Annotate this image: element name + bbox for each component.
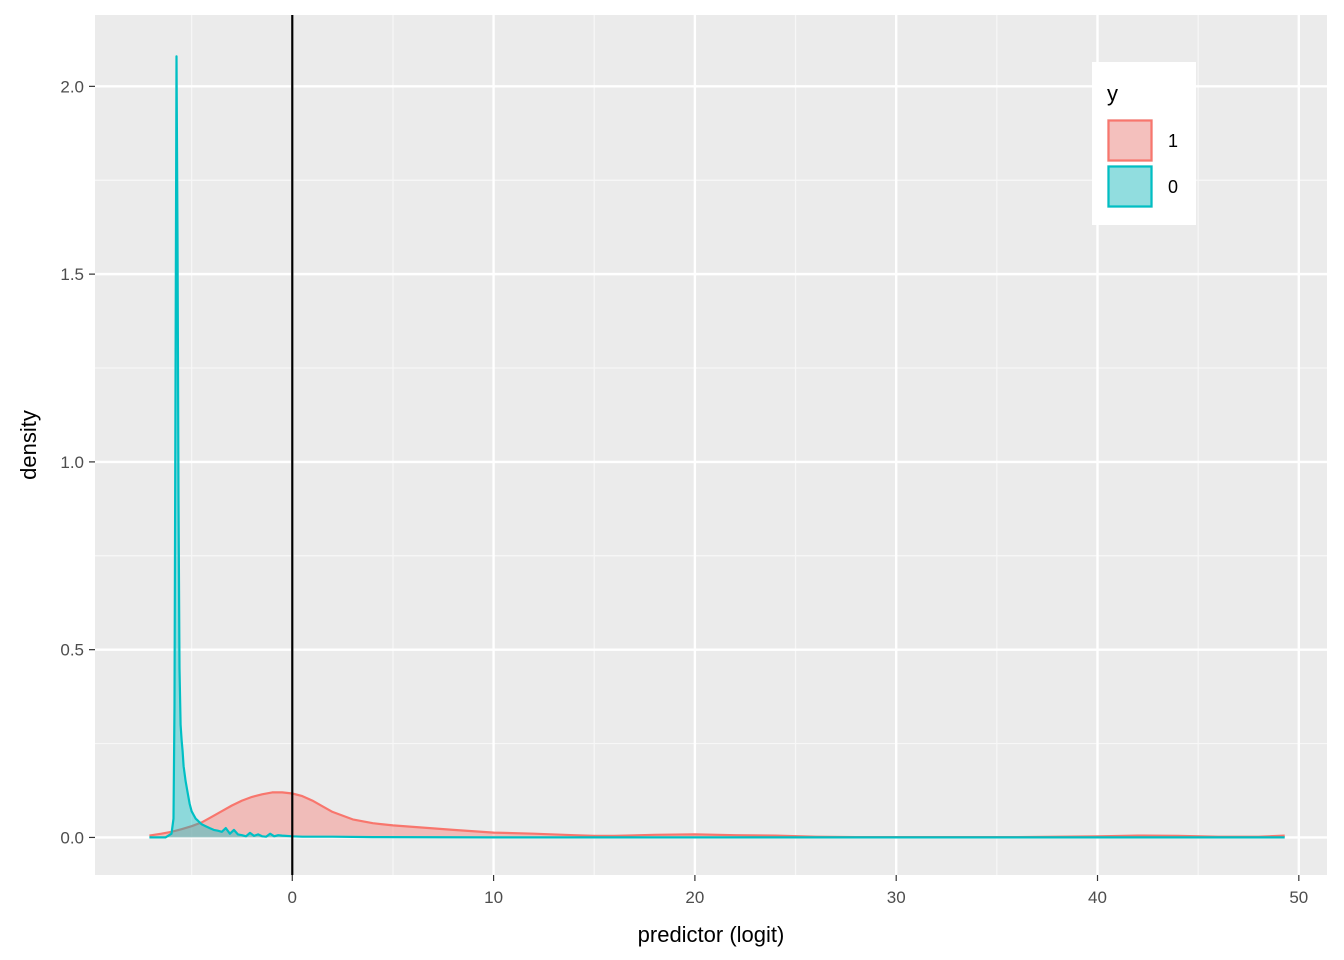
y-tick-label: 0.0 <box>60 828 84 847</box>
y-axis: 0.0 0.5 1.0 1.5 2.0 <box>60 77 95 847</box>
x-tick-label: 30 <box>887 888 906 907</box>
legend-key-swatch <box>1107 119 1153 162</box>
x-tick-label: 50 <box>1289 888 1308 907</box>
x-axis-title: predictor (logit) <box>638 922 785 947</box>
x-axis: 0 10 20 30 40 50 <box>288 875 1308 907</box>
legend-title: y <box>1107 81 1118 106</box>
density-line-series-0 <box>149 55 1285 839</box>
legend-entries: 10 <box>1107 119 1178 208</box>
y-axis-title: density <box>16 410 41 480</box>
x-tick-label: 10 <box>484 888 503 907</box>
legend-key-swatch <box>1107 165 1153 208</box>
legend-label: 0 <box>1168 177 1178 197</box>
y-tick-label: 1.0 <box>60 453 84 472</box>
y-tick-label: 2.0 <box>60 77 84 96</box>
legend-key-background <box>1107 119 1153 162</box>
y-tick-label: 1.5 <box>60 265 84 284</box>
legend-key-background <box>1107 165 1153 208</box>
legend-label: 1 <box>1168 131 1178 151</box>
x-tick-label: 40 <box>1088 888 1107 907</box>
series-layer <box>149 55 1285 839</box>
density-area-series-1 <box>149 792 1285 838</box>
y-tick-label: 0.5 <box>60 641 84 660</box>
x-tick-label: 20 <box>685 888 704 907</box>
x-tick-label: 0 <box>288 888 297 907</box>
legend: y 10 <box>1092 62 1196 225</box>
